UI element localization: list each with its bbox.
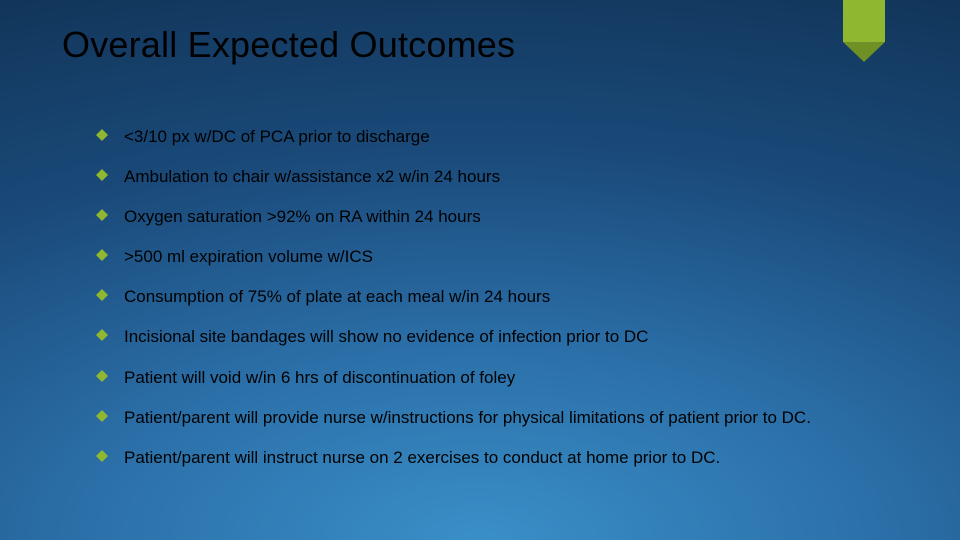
diamond-icon (96, 450, 108, 462)
bullet-list: <3/10 px w/DC of PCA prior to discharge … (96, 126, 900, 487)
bullet-text: Patient will void w/in 6 hrs of disconti… (124, 368, 515, 387)
bullet-text: >500 ml expiration volume w/ICS (124, 247, 373, 266)
diamond-icon (96, 249, 108, 261)
corner-accent-chevron (843, 42, 885, 62)
list-item: Patient/parent will instruct nurse on 2 … (96, 447, 900, 469)
bullet-text: Patient/parent will provide nurse w/inst… (124, 408, 811, 427)
list-item: Patient/parent will provide nurse w/inst… (96, 407, 900, 429)
list-item: Oxygen saturation >92% on RA within 24 h… (96, 206, 900, 228)
bullet-text: Oxygen saturation >92% on RA within 24 h… (124, 207, 481, 226)
bullet-text: Consumption of 75% of plate at each meal… (124, 287, 550, 306)
bullet-text: Patient/parent will instruct nurse on 2 … (124, 448, 720, 467)
bullet-text: Incisional site bandages will show no ev… (124, 327, 648, 346)
list-item: Ambulation to chair w/assistance x2 w/in… (96, 166, 900, 188)
diamond-icon (96, 289, 108, 301)
list-item: >500 ml expiration volume w/ICS (96, 246, 900, 268)
diamond-icon (96, 410, 108, 422)
list-item: Consumption of 75% of plate at each meal… (96, 286, 900, 308)
list-item: Incisional site bandages will show no ev… (96, 326, 900, 348)
diamond-icon (96, 370, 108, 382)
corner-accent (843, 0, 885, 62)
corner-accent-square (843, 0, 885, 42)
list-item: <3/10 px w/DC of PCA prior to discharge (96, 126, 900, 148)
slide: Overall Expected Outcomes <3/10 px w/DC … (0, 0, 960, 540)
bullet-text: Ambulation to chair w/assistance x2 w/in… (124, 167, 500, 186)
diamond-icon (96, 329, 108, 341)
list-item: Patient will void w/in 6 hrs of disconti… (96, 367, 900, 389)
diamond-icon (96, 209, 108, 221)
slide-title: Overall Expected Outcomes (62, 24, 515, 66)
diamond-icon (96, 169, 108, 181)
diamond-icon (96, 129, 108, 141)
bullet-text: <3/10 px w/DC of PCA prior to discharge (124, 127, 430, 146)
